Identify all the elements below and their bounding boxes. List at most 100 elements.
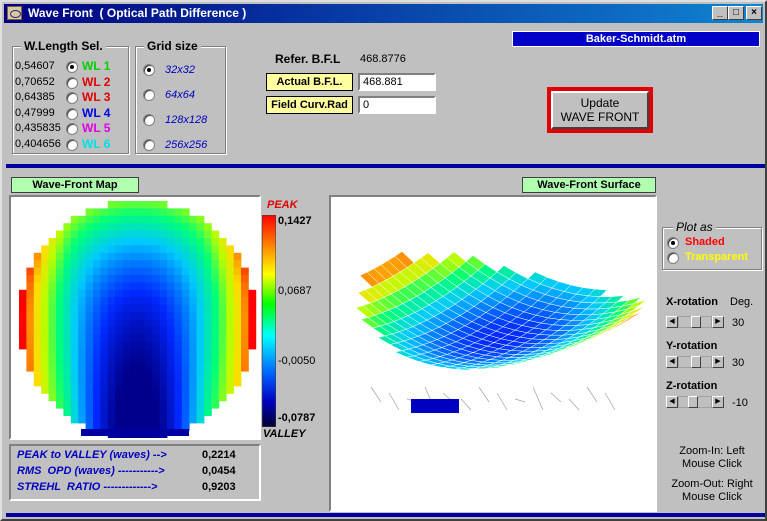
plot-as-label[interactable]: Transparent xyxy=(685,251,748,263)
map-cell xyxy=(130,393,138,401)
plot-as-radio[interactable] xyxy=(667,237,679,249)
map-cell xyxy=(167,245,175,253)
grid-size-radio[interactable] xyxy=(143,64,155,76)
grid-size-label[interactable]: 256x256 xyxy=(165,139,207,151)
grid-size-label[interactable]: 64x64 xyxy=(165,89,195,101)
map-cell xyxy=(174,253,182,261)
map-cell xyxy=(130,312,138,320)
z-rotation-thumb[interactable] xyxy=(688,396,698,408)
map-cell xyxy=(160,379,168,387)
grid-size-radio[interactable] xyxy=(143,114,155,126)
x-rotation-right-arrow-icon[interactable]: ▶ xyxy=(712,316,724,328)
map-cell xyxy=(130,216,138,224)
title-bar[interactable]: Wave Front ( Optical Path Difference ) _… xyxy=(4,4,763,23)
map-cell xyxy=(71,297,79,305)
grid-size-label[interactable]: 128x128 xyxy=(165,114,207,126)
wavelength-radio[interactable] xyxy=(66,108,78,120)
wavelength-label[interactable]: WL 6 xyxy=(82,137,110,151)
map-cell xyxy=(71,282,79,290)
map-cell xyxy=(189,386,197,394)
map-cell xyxy=(160,386,168,394)
minimize-button[interactable]: _ xyxy=(712,6,728,20)
z-rotation-scroller[interactable]: ◀ ▶ xyxy=(666,396,724,410)
y-rotation-left-arrow-icon[interactable]: ◀ xyxy=(666,356,678,368)
grid-size-label[interactable]: 32x32 xyxy=(165,64,195,76)
map-cell xyxy=(71,319,79,327)
map-cell xyxy=(145,305,153,313)
map-cell xyxy=(26,297,34,305)
map-cell xyxy=(174,386,182,394)
map-cell xyxy=(86,401,94,409)
map-cell xyxy=(174,290,182,298)
map-cell xyxy=(219,356,227,364)
map-cell xyxy=(41,342,49,350)
wave-front-surface-label: Wave-Front Surface xyxy=(522,177,656,193)
map-cell xyxy=(86,371,94,379)
map-cell xyxy=(34,290,42,298)
map-cell xyxy=(123,231,131,239)
close-button[interactable]: × xyxy=(746,6,762,20)
grid-size-radio[interactable] xyxy=(143,89,155,101)
map-cell xyxy=(78,371,86,379)
map-cell xyxy=(108,386,116,394)
map-cell xyxy=(152,245,160,253)
x-rotation-left-arrow-icon[interactable]: ◀ xyxy=(666,316,678,328)
map-cell xyxy=(189,297,197,305)
map-cell xyxy=(63,275,71,283)
wavelength-radio[interactable] xyxy=(66,77,78,89)
map-cell xyxy=(56,305,64,313)
z-rotation-left-arrow-icon[interactable]: ◀ xyxy=(666,396,678,408)
map-cell xyxy=(86,260,94,268)
map-cell xyxy=(123,371,131,379)
map-cell xyxy=(174,416,182,424)
wavelength-radio[interactable] xyxy=(66,139,78,151)
plot-as-label[interactable]: Shaded xyxy=(685,236,725,248)
map-cell xyxy=(226,386,234,394)
x-rotation-thumb[interactable] xyxy=(691,316,701,328)
wave-front-surface-panel[interactable] xyxy=(329,195,657,512)
map-cell xyxy=(123,312,131,320)
wavelength-label[interactable]: WL 4 xyxy=(82,106,110,120)
map-cell xyxy=(49,327,57,335)
map-cell xyxy=(108,356,116,364)
maximize-button[interactable]: □ xyxy=(728,6,744,20)
map-cell xyxy=(234,312,242,320)
z-rotation-right-arrow-icon[interactable]: ▶ xyxy=(712,396,724,408)
map-cell xyxy=(93,371,101,379)
map-cell xyxy=(86,297,94,305)
map-cell xyxy=(174,297,182,305)
field-curv-input[interactable]: 0 xyxy=(358,96,436,114)
wave-front-map-panel[interactable] xyxy=(9,195,261,440)
y-rotation-scroller[interactable]: ◀ ▶ xyxy=(666,356,724,370)
map-cell xyxy=(93,386,101,394)
map-cell xyxy=(123,327,131,335)
map-cell xyxy=(108,208,116,216)
actual-bfl-input[interactable]: 468.881 xyxy=(358,73,436,91)
wavelength-label[interactable]: WL 1 xyxy=(82,59,110,73)
y-rotation-thumb[interactable] xyxy=(691,356,701,368)
map-cell xyxy=(219,349,227,357)
map-cell xyxy=(248,290,256,298)
wavelength-radio[interactable] xyxy=(66,61,78,73)
map-cell xyxy=(182,408,190,416)
map-cell xyxy=(204,371,212,379)
grid-size-radio[interactable] xyxy=(143,139,155,151)
wavelength-radio[interactable] xyxy=(66,123,78,135)
map-cell xyxy=(100,297,108,305)
map-cell xyxy=(78,356,86,364)
map-cell xyxy=(49,334,57,342)
map-cell xyxy=(226,305,234,313)
wavelength-label[interactable]: WL 5 xyxy=(82,121,110,135)
map-cell xyxy=(174,312,182,320)
map-cell xyxy=(137,401,145,409)
wavelength-radio[interactable] xyxy=(66,92,78,104)
x-rotation-scroller[interactable]: ◀ ▶ xyxy=(666,316,724,330)
plot-as-radio[interactable] xyxy=(667,252,679,264)
y-rotation-right-arrow-icon[interactable]: ▶ xyxy=(712,356,724,368)
map-cell xyxy=(174,260,182,268)
wavelength-label[interactable]: WL 3 xyxy=(82,90,110,104)
map-cell xyxy=(78,312,86,320)
map-cell xyxy=(130,238,138,246)
update-wave-front-button[interactable]: Update WAVE FRONT xyxy=(547,87,653,133)
wavelength-label[interactable]: WL 2 xyxy=(82,75,110,89)
